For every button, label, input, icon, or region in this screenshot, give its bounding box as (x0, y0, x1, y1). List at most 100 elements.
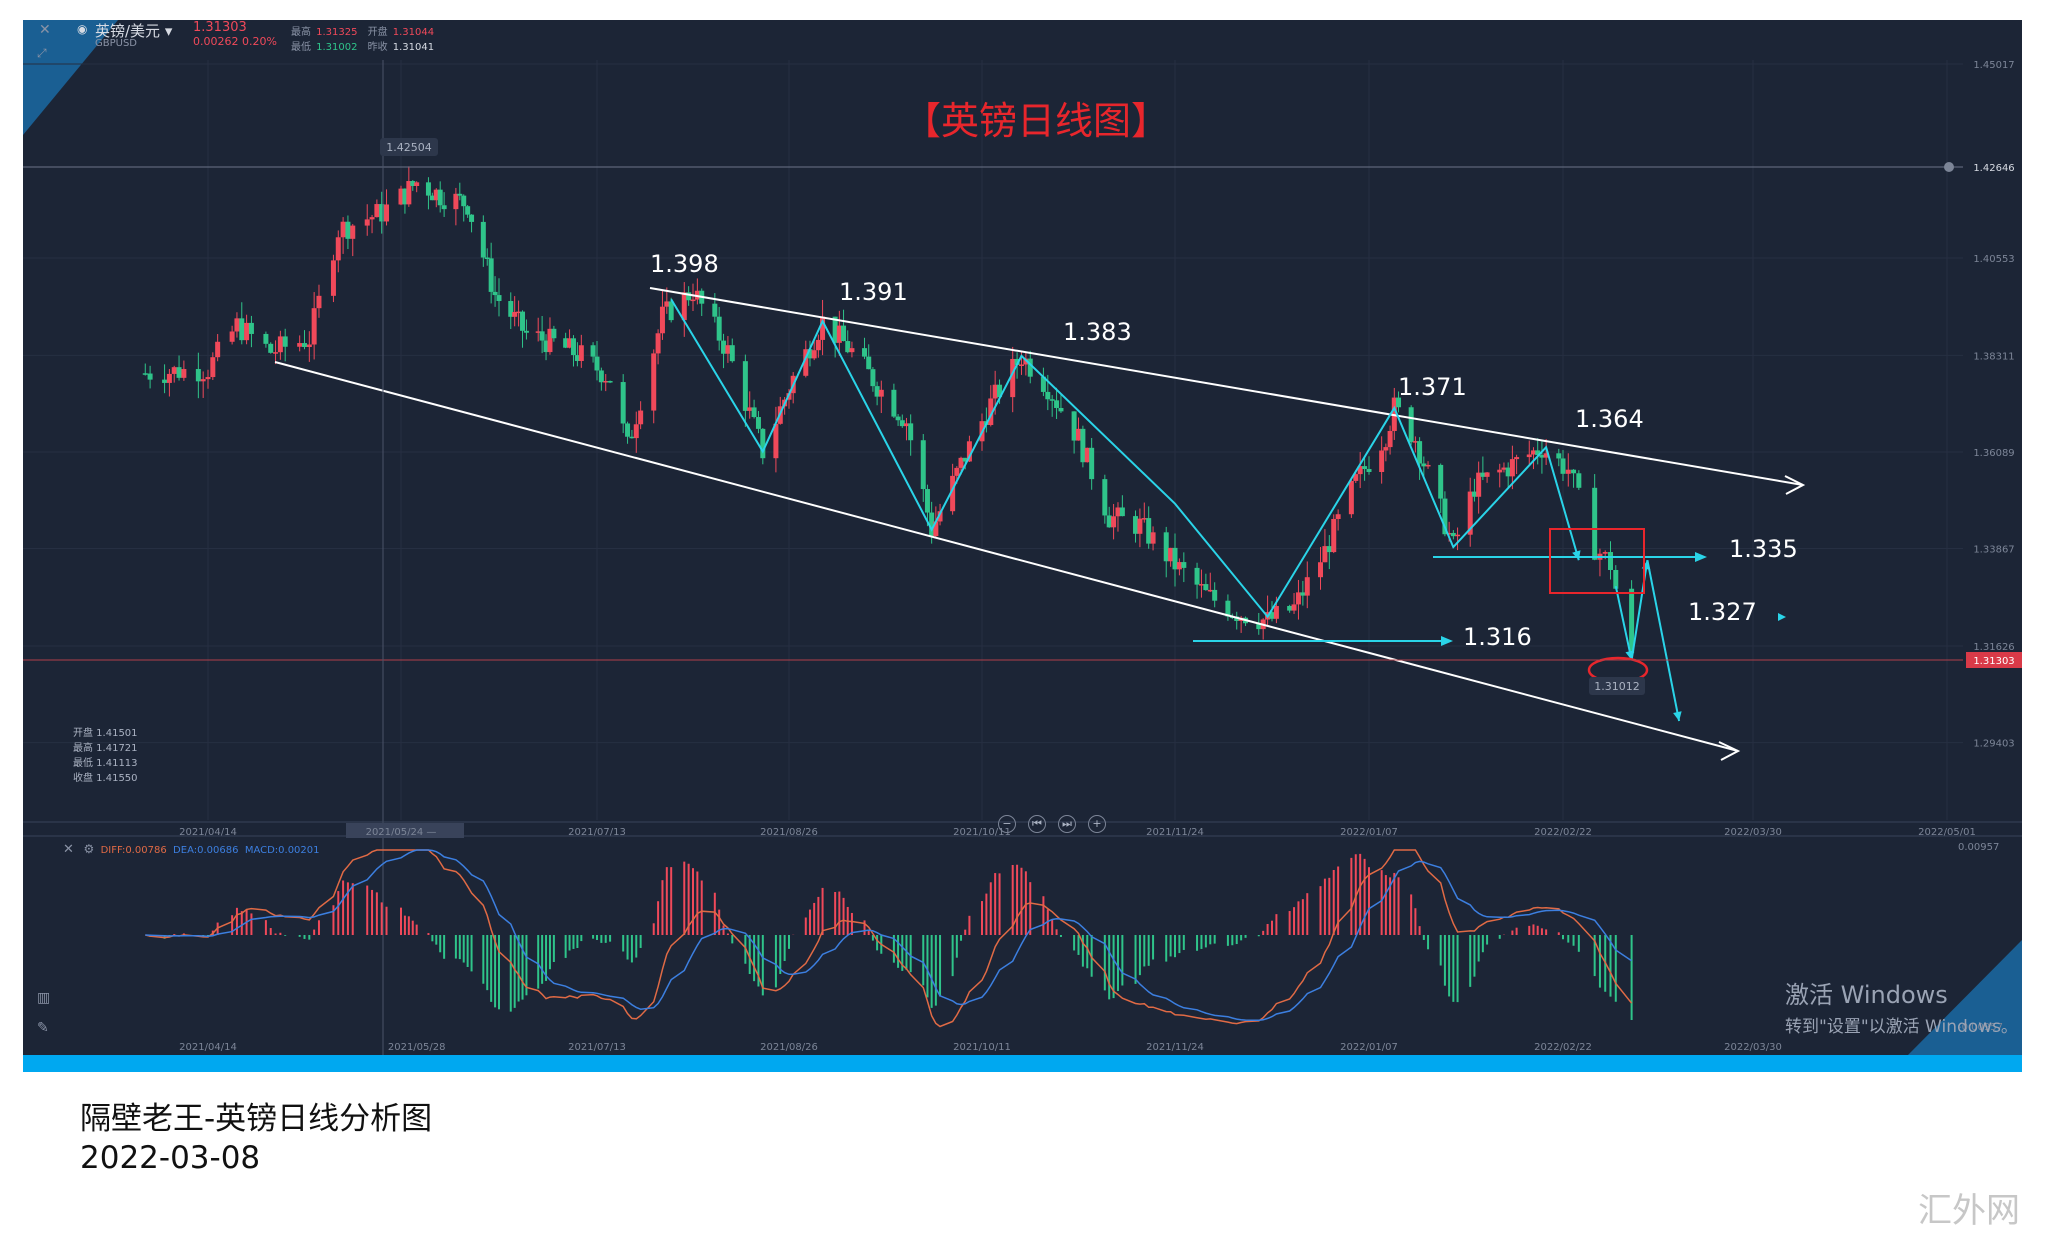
x-tick-label: 2022/02/22 (1534, 827, 1592, 838)
macd-x-tick-label: 2021/04/14 (179, 1042, 237, 1053)
candle-body (340, 221, 346, 238)
candle-body (590, 345, 596, 357)
candle-body (1357, 466, 1363, 475)
candle-body (1300, 592, 1306, 596)
candle-body (453, 193, 459, 210)
candle-body (937, 511, 943, 522)
candle-body (668, 301, 674, 321)
scroll-end-button[interactable]: ⏭ (1058, 815, 1076, 833)
candle-body (210, 357, 216, 378)
x-tick-label: 2022/01/07 (1340, 827, 1398, 838)
annotation-1316: 1.316 (1463, 623, 1532, 651)
stat-low: 最低 1.31002 昨收 1.31041 (291, 42, 435, 53)
macd-close-icon[interactable]: ✕ (63, 842, 74, 857)
candle-body (755, 417, 761, 429)
candle-body (1438, 464, 1444, 499)
macd-legend: ✕ ⚙ DIFF:0.00786 DEA:0.00686 MACD:0.0020… (63, 842, 320, 857)
candle-body (992, 384, 998, 399)
candle-body (729, 345, 735, 362)
stat-high: 最高 1.31325 开盘 1.31044 (291, 27, 435, 38)
candle-body (1207, 589, 1213, 592)
zoom-out-button[interactable]: − (998, 815, 1016, 833)
candle-body (195, 369, 201, 382)
svg-text:1.42504: 1.42504 (386, 141, 432, 154)
indicator-icon[interactable]: ▥ (37, 990, 51, 1006)
corner-triangle (23, 20, 118, 135)
candle-body (402, 188, 408, 205)
site-watermark: 汇外网 (1918, 1191, 2020, 1231)
candle-body (302, 343, 307, 348)
candle-body (1576, 473, 1582, 488)
high-marker: 1.42504 (380, 138, 438, 156)
candle-body (1010, 358, 1016, 398)
candle-body (488, 258, 494, 292)
candle-body (171, 367, 177, 374)
wave-line (1614, 585, 1633, 661)
candle-body (920, 440, 926, 490)
macd-x-tick-label: 2022/01/07 (1340, 1042, 1398, 1053)
macd-axis-bottom: -0.00957 (1958, 1022, 2003, 1033)
close-icon[interactable]: ✕ (39, 22, 51, 38)
zoom-in-button[interactable]: + (1088, 815, 1106, 833)
windows-activation-watermark: 激活 Windows 转到"设置"以激活 Windows。 (1785, 981, 2018, 1037)
candle-body (547, 328, 553, 353)
candle-body (598, 370, 604, 383)
flag-icon: ◉ (77, 22, 88, 36)
candle-body (176, 367, 182, 378)
candle-body (760, 428, 766, 459)
candle-body (384, 204, 390, 222)
candle-body (277, 336, 283, 353)
candle-body (200, 379, 206, 382)
candle-body (364, 219, 370, 226)
candle-body (1326, 546, 1332, 553)
candle-body (655, 333, 661, 354)
candle-body (1115, 507, 1121, 517)
candle-body (406, 181, 412, 205)
candle-body (162, 379, 168, 383)
price-axis: 1.45017 1.40553 1.38311 1.36089 1.33867 1.316… (1973, 60, 2014, 750)
candle-body (215, 341, 221, 358)
x-axis: 2021/04/14 2021/05/24 — 2021/07/13 2021/08/… (23, 821, 2022, 838)
candle-body (594, 356, 600, 371)
candle-body (1150, 532, 1156, 544)
x-tick-label: 2022/05/01 (1918, 827, 1976, 838)
macd-settings-icon[interactable]: ⚙ (83, 842, 95, 856)
candle-body (895, 416, 901, 421)
candle-body (1592, 487, 1598, 560)
candle-body (306, 344, 312, 348)
candle-body (1168, 547, 1174, 562)
macd-histogram (149, 853, 1633, 1021)
candle-body (1014, 358, 1020, 365)
symbol-name[interactable]: 英镑/美元 ▾ (95, 22, 173, 40)
candle-body (1172, 547, 1178, 570)
bottom-bar (23, 1055, 2022, 1072)
candle-body (870, 369, 876, 387)
candle-body (1480, 472, 1486, 477)
candle-body (484, 257, 490, 260)
candle-body (1181, 562, 1187, 568)
price-tick-label: 1.36089 (1973, 448, 2014, 459)
low-marker: 1.31012 (1589, 677, 1645, 695)
candle-body (551, 328, 557, 339)
candle-body (1476, 472, 1482, 497)
candle-body (1058, 407, 1064, 412)
candle-body (1455, 534, 1461, 537)
x-tick-label: 2021/05/24 — (366, 827, 437, 838)
expand-icon[interactable]: ⤢ (37, 46, 47, 60)
annotation-1327: 1.327 (1688, 598, 1757, 626)
wave-lines (670, 298, 1682, 722)
candle-body (747, 407, 753, 411)
price-tick-label: 1.33867 (1973, 545, 2014, 556)
candle-body (535, 331, 541, 333)
annotation-1371: 1.371 (1398, 373, 1467, 401)
chart-title: 【英镑日线图】 (903, 99, 1170, 143)
candle-body (1565, 469, 1571, 474)
x-tick-label: 2021/08/26 (760, 827, 818, 838)
candle-body (625, 423, 631, 437)
pen-icon[interactable]: ✎ (37, 1020, 49, 1036)
candle-body (410, 181, 416, 186)
candle-body (1353, 474, 1359, 481)
candle-body (273, 352, 279, 354)
scroll-start-button[interactable]: ⏮ (1028, 815, 1046, 833)
candle-body (841, 325, 847, 342)
